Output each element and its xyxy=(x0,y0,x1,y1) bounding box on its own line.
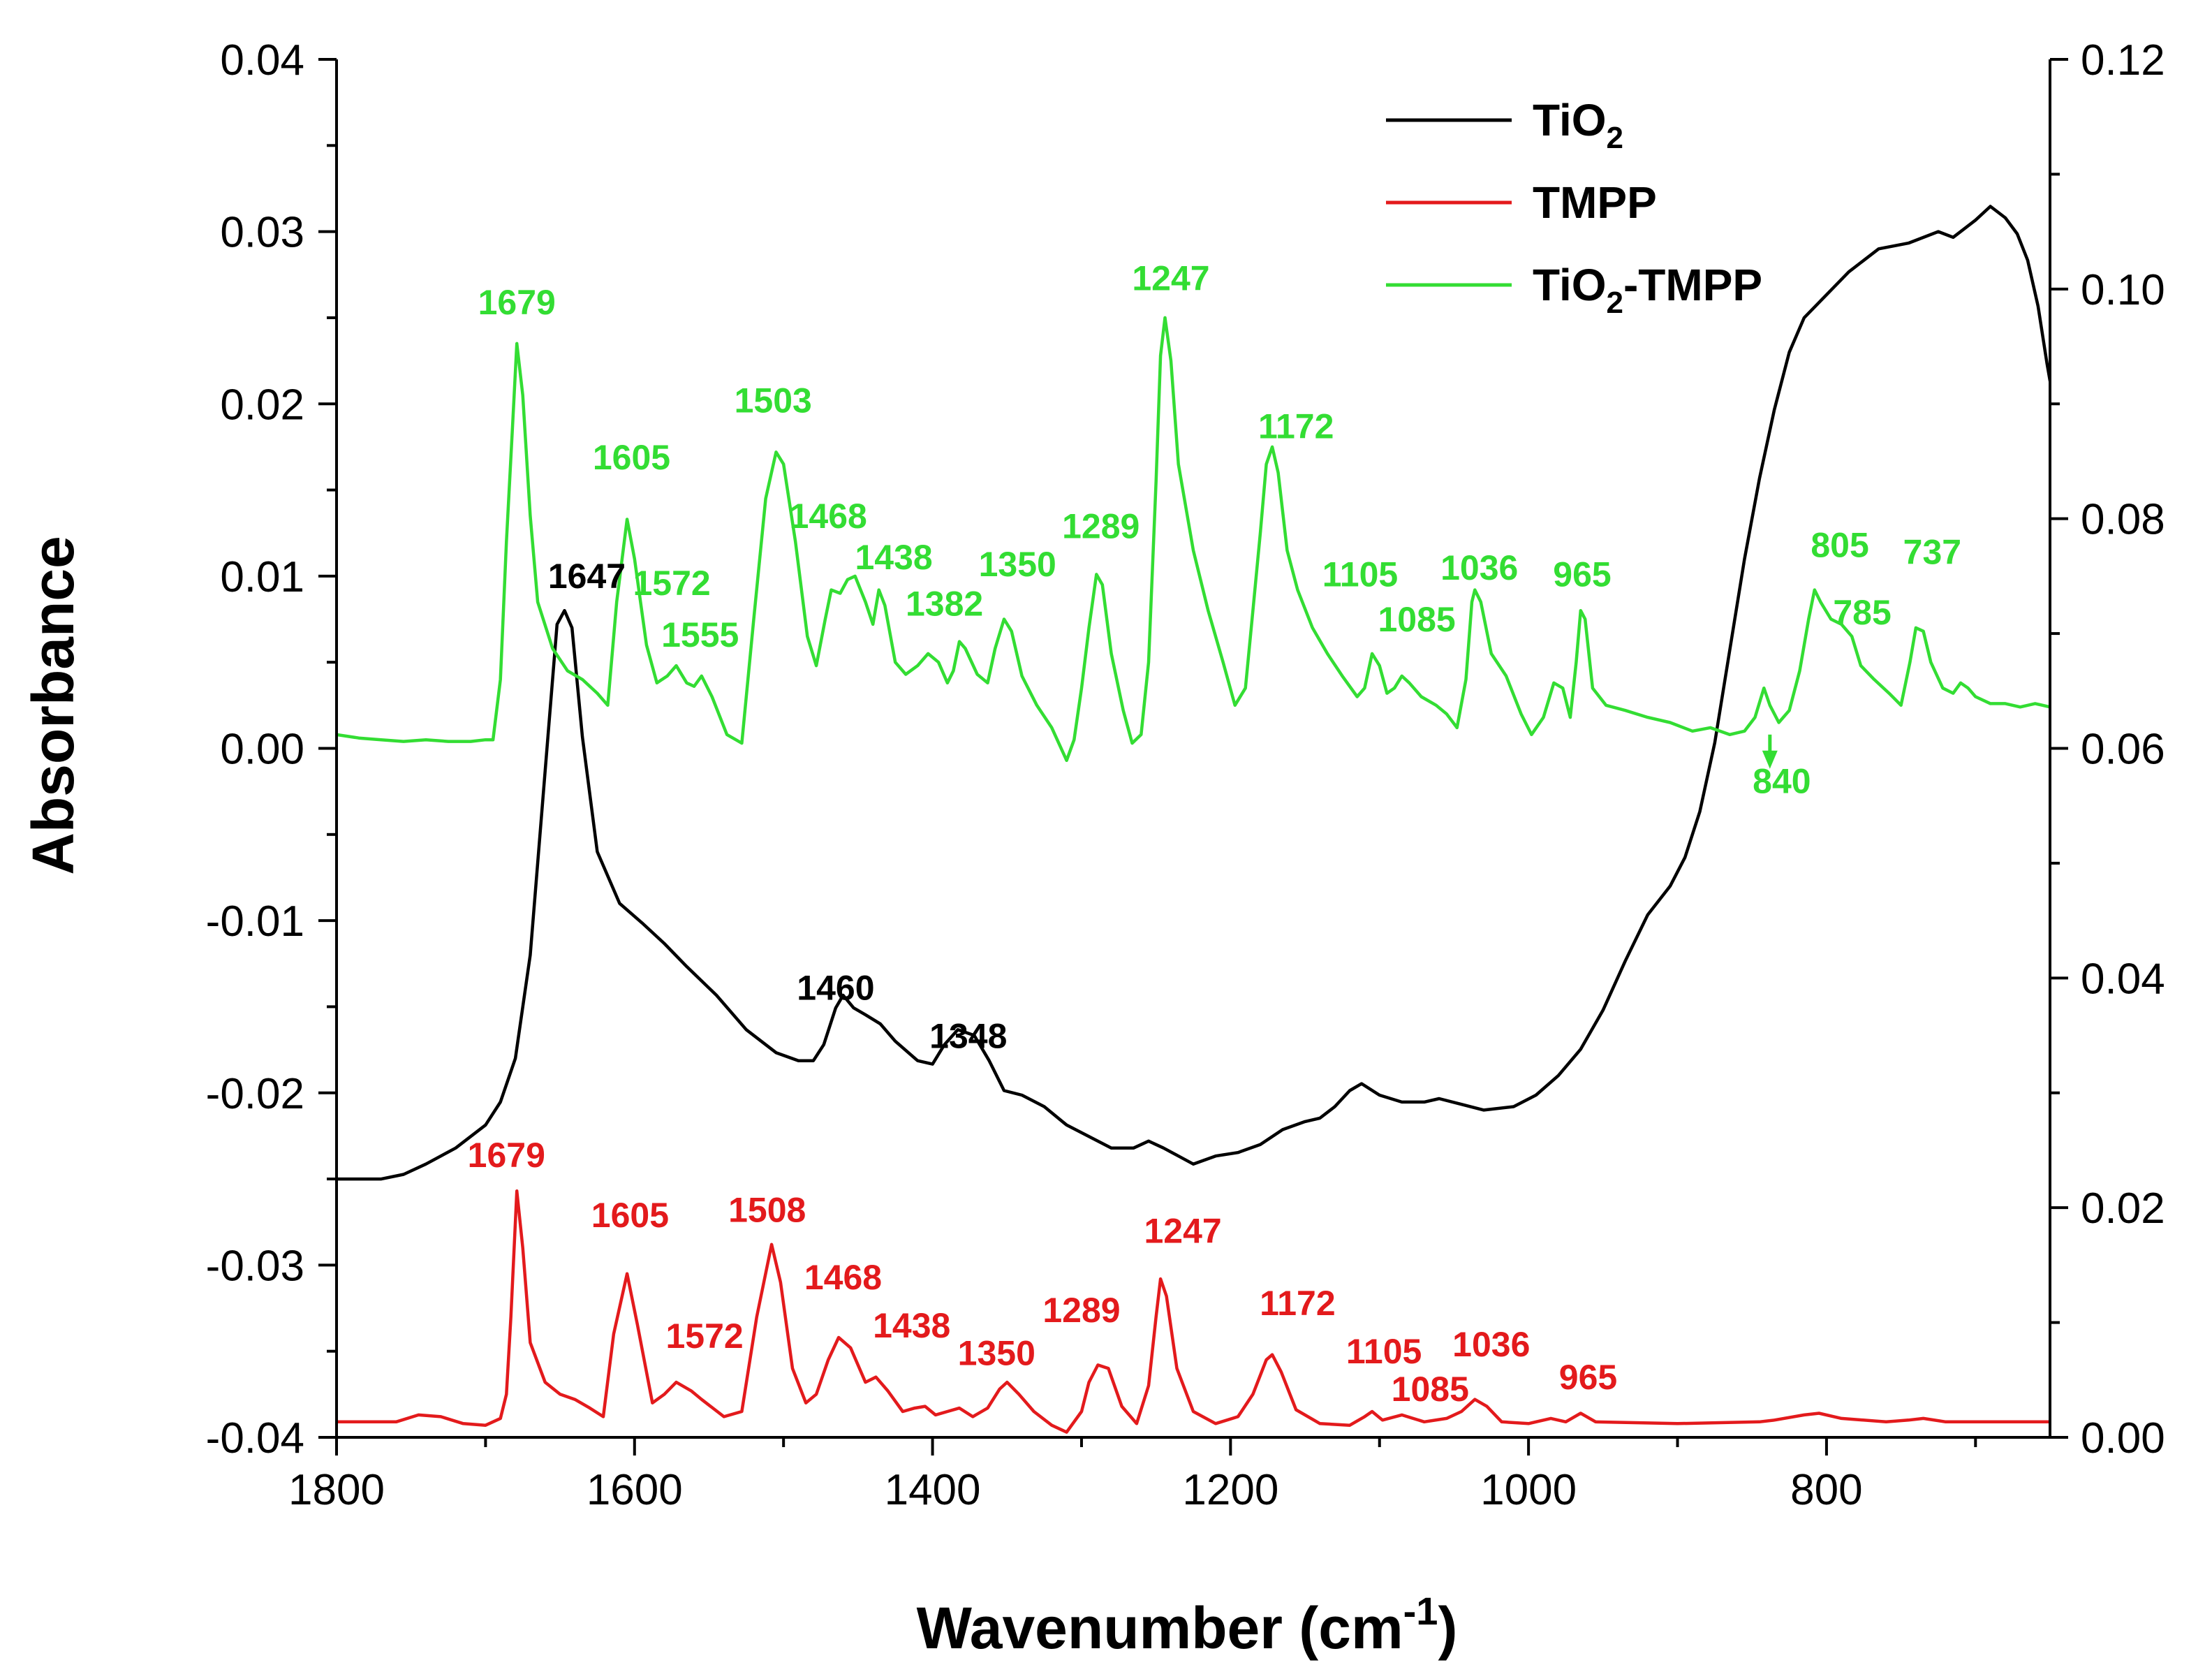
y-right-tick-label: 0.08 xyxy=(2081,496,2165,544)
y-left-tick-label: 0.03 xyxy=(220,209,304,257)
peak-label-tio2-1460: 1460 xyxy=(797,969,874,1008)
series-layer xyxy=(337,205,2050,1434)
y-left-tick-label: 0.01 xyxy=(220,553,304,601)
x-tick-label: 1000 xyxy=(1480,1466,1577,1514)
peak-label-tio2-tmpp-840: 840 xyxy=(1753,762,1811,801)
y-right-tick-label: 0.00 xyxy=(2081,1414,2165,1462)
series-line-tio2 xyxy=(337,205,2050,1181)
peak-label-tio2-1348: 1348 xyxy=(929,1017,1007,1056)
peak-label-tio2-tmpp-737: 737 xyxy=(1903,533,1961,572)
y-left-tick-label: -0.01 xyxy=(206,897,304,946)
peak-label-tio2-tmpp-1247: 1247 xyxy=(1132,259,1209,298)
peak-label-tmpp-1350: 1350 xyxy=(958,1333,1035,1372)
peak-label-tmpp-1572: 1572 xyxy=(665,1317,743,1356)
x-tick-label: 800 xyxy=(1790,1466,1862,1514)
peak-arrow-head xyxy=(1762,750,1778,769)
y-left-tick-label: 0.00 xyxy=(220,726,304,774)
peak-label-tmpp-1605: 1605 xyxy=(591,1196,669,1235)
peak-label-tio2-tmpp-1555: 1555 xyxy=(661,615,739,654)
annotation-layer: 1679160515721555150314681438138213501289… xyxy=(468,259,1961,1409)
peak-label-tio2-tmpp-965: 965 xyxy=(1553,555,1611,594)
peak-label-tmpp-1036: 1036 xyxy=(1452,1325,1530,1364)
peak-label-tmpp-1105: 1105 xyxy=(1346,1332,1422,1371)
peak-label-tmpp-1172: 1172 xyxy=(1260,1284,1335,1323)
peak-label-tio2-tmpp-785: 785 xyxy=(1833,593,1891,632)
legend-label-tio2: TiO2 xyxy=(1533,95,1623,155)
x-axis-title-main: Wavenumber (cm xyxy=(917,1595,1403,1661)
series-line-tio2-tmpp xyxy=(337,316,2050,763)
y-left-tick-label: -0.03 xyxy=(206,1242,304,1290)
series-line-tmpp xyxy=(337,1189,2050,1434)
y-axis-title: Absorbance xyxy=(20,536,86,874)
x-tick-label: 1600 xyxy=(587,1466,683,1514)
axes-layer: 1800 1600 1400 1200 1000 800 -0.04 -0.03 -0.02 -0… xyxy=(206,36,2165,1514)
peak-label-tio2-tmpp-1085: 1085 xyxy=(1378,600,1455,639)
peak-label-tio2-tmpp-1572: 1572 xyxy=(633,564,710,603)
x-axis-title-sup: -1 xyxy=(1403,1589,1438,1633)
peak-label-tio2-tmpp-1438: 1438 xyxy=(855,538,932,577)
peak-label-tmpp-1508: 1508 xyxy=(728,1191,806,1230)
x-axis-title-close: ) xyxy=(1438,1595,1457,1661)
x-tick-label: 1800 xyxy=(288,1466,385,1514)
peak-label-tmpp-965: 965 xyxy=(1559,1358,1617,1397)
y-right-tick-label: 0.12 xyxy=(2081,36,2165,85)
peak-label-tmpp-1679: 1679 xyxy=(468,1136,545,1175)
y-right-tick-label: 0.10 xyxy=(2081,266,2165,314)
y-right-tick-label: 0.06 xyxy=(2081,726,2165,774)
peak-label-tmpp-1468: 1468 xyxy=(804,1258,882,1297)
x-tick-label: 1400 xyxy=(885,1466,981,1514)
peak-label-tmpp-1289: 1289 xyxy=(1042,1291,1120,1330)
y-left-tick-label: -0.02 xyxy=(206,1070,304,1118)
peak-label-tio2-tmpp-1605: 1605 xyxy=(593,438,670,477)
peak-label-tio2-tmpp-1382: 1382 xyxy=(906,585,983,624)
peak-label-tio2-tmpp-1289: 1289 xyxy=(1062,507,1140,546)
peak-label-tmpp-1438: 1438 xyxy=(873,1306,950,1345)
legend-label-tio2-tmpp: TiO2-TMPP xyxy=(1533,260,1762,320)
peak-label-tmpp-1247: 1247 xyxy=(1144,1211,1221,1250)
peak-label-tio2-tmpp-1172: 1172 xyxy=(1258,407,1334,446)
peak-label-tio2-tmpp-1036: 1036 xyxy=(1440,548,1518,587)
peak-label-tio2-tmpp-1503: 1503 xyxy=(735,381,812,420)
peak-label-tmpp-1085: 1085 xyxy=(1392,1370,1469,1409)
peak-label-tio2-tmpp-1468: 1468 xyxy=(790,497,867,536)
y-right-tick-label: 0.04 xyxy=(2081,955,2165,1003)
y-left-tick-label: -0.04 xyxy=(206,1414,304,1462)
legend-label-tmpp: TMPP xyxy=(1533,177,1657,228)
peak-label-tio2-tmpp-1679: 1679 xyxy=(478,283,556,322)
peak-label-tio2-1647: 1647 xyxy=(548,557,626,596)
peak-label-tio2-tmpp-1350: 1350 xyxy=(979,545,1056,584)
y-right-tick-label: 0.02 xyxy=(2081,1185,2165,1233)
peak-label-tio2-tmpp-805: 805 xyxy=(1811,526,1868,565)
x-tick-label: 1200 xyxy=(1182,1466,1278,1514)
legend: TiO2 TMPP TiO2-TMPP xyxy=(1386,95,1762,320)
y-left-tick-label: 0.02 xyxy=(220,381,304,429)
peak-label-tio2-tmpp-1105: 1105 xyxy=(1322,555,1398,594)
x-axis-title: Wavenumber (cm-1) xyxy=(917,1589,1458,1661)
y-left-tick-label: 0.04 xyxy=(220,36,304,85)
